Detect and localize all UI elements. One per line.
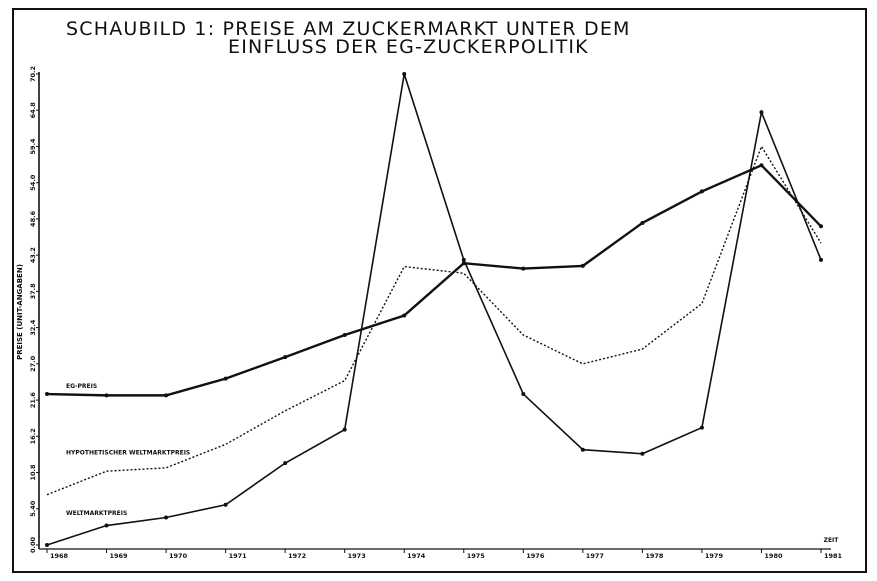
y-tick-label: 64.8 [29,102,37,119]
chart-title-line-1: SCHAUBILD 1: PREISE AM ZUCKERMARKT UNTER… [66,18,631,40]
data-point [104,523,109,528]
data-point [342,427,347,432]
series-line-weltmarktpreis [46,73,822,546]
x-tick-label: 1968 [50,552,69,560]
data-point [283,355,288,360]
x-tick-label: 1975 [467,552,486,560]
data-point [402,72,407,76]
labels-layer: 0.00 5.40 10.8 16.2 21.6 27.0 32.4 37.8 43.2 48.6… [29,66,843,560]
series-label: WELTMARKTPREIS [66,510,127,517]
data-point [759,110,764,115]
data-point [819,257,823,262]
y-tick-label: 54.0 [29,174,37,191]
y-tick-label: 43.2 [29,247,37,263]
y-tick-label: 59.4 [29,138,37,155]
y-tick-label: 10.8 [29,464,37,481]
data-point [699,425,704,430]
data-point [819,224,823,229]
series-line-eg-preis [46,163,822,397]
data-point [223,502,228,507]
data-point [699,189,704,194]
y-tick-label: 5.40 [29,500,37,517]
data-point [45,543,49,547]
series-line-hypothetischer-weltmarktpreis [46,144,822,496]
chart-title-line-2: EINFLUSS DER EG-ZUCKERPOLITIK [228,36,589,58]
series-label: HYPOTHETISCHER WELTMARKTPREIS [66,450,190,457]
data-point [521,266,526,271]
y-tick-label: 70.2 [29,66,37,82]
y-tick-label: 21.6 [29,392,37,409]
x-tick-label: 1972 [288,552,306,560]
y-axis-label: PREISE (UNIT-ANGABEN) [16,264,24,360]
x-tick-label: 1971 [229,552,248,560]
data-point [283,461,288,466]
data-point [640,220,645,225]
x-tick-label: 1976 [526,552,545,560]
data-point [45,392,49,397]
data-point [223,376,228,381]
data-point [759,163,764,168]
data-point [342,332,347,337]
y-tick-label: 16.2 [29,428,37,444]
x-tick-label: 1979 [705,552,724,560]
y-tick-label: 32.4 [29,319,37,336]
x-tick-label: 1977 [586,552,604,560]
series-layer [45,72,823,547]
data-point [164,515,169,520]
x-tick-label: 1981 [824,552,843,560]
series-label: EG-PREIS [66,383,97,390]
x-tick-label: 1970 [169,552,188,560]
data-point [461,257,466,262]
y-tick-label: 37.8 [29,283,37,300]
data-point [104,393,109,398]
data-point [402,313,407,318]
data-point [640,451,645,456]
y-tick-label: 27.0 [29,355,37,372]
x-tick-label: 1978 [645,552,664,560]
x-tick-label: 1973 [348,552,366,560]
axes [36,72,831,553]
x-tick-label: 1980 [764,552,783,560]
data-point [580,447,585,452]
data-point [164,393,169,398]
x-tick-label: 1969 [109,552,128,560]
y-tick-label: 0.00 [29,537,37,554]
y-tick-label: 48.6 [29,210,37,227]
data-point [521,392,526,397]
x-tick-label: 1974 [407,552,426,560]
chart-frame [12,8,867,573]
x-axis-unit-label: ZEIT [824,537,840,544]
data-point [580,263,585,268]
